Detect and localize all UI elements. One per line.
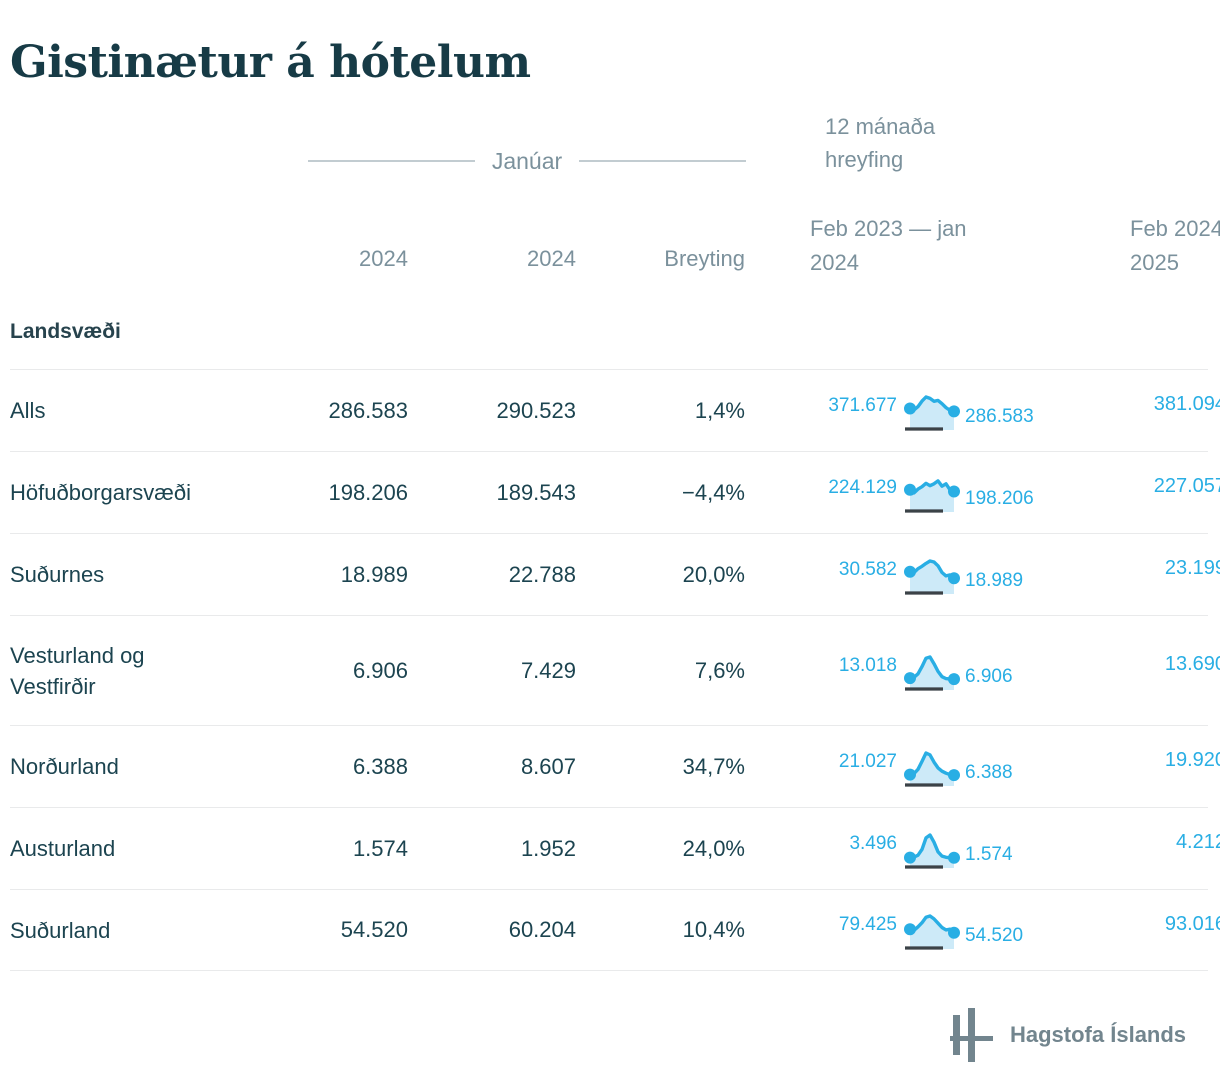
change-value: −4,4%	[682, 479, 745, 505]
col-header-year-a: 2024	[359, 246, 408, 271]
value-jan-a: 18.989	[340, 561, 408, 587]
table-row-nordurland: Norðurland 6.388 8.607 34,7% 21.027 6.38…	[10, 725, 1220, 807]
sparkline-start-label: 224.129	[828, 476, 897, 498]
value-jan-b: 7.429	[520, 657, 576, 683]
next-period-value: 227.057	[1153, 475, 1220, 497]
table-row-vesturland-vestfirdir: Vesturland og Vestfirðir 6.906 7.429 7,6…	[10, 615, 1220, 725]
sparkline-start-label: 30.582	[838, 558, 897, 580]
region-name: Suðurland	[10, 917, 111, 943]
table-row-sudurland: Suðurland 54.520 60.204 10,4% 79.425 54.…	[10, 889, 1220, 971]
regions-table: Alls 286.583 290.523 1,4% 371.677 286.58…	[10, 369, 1220, 971]
col-header-period-1: Feb 2023 — jan 2024	[810, 216, 967, 275]
sparkline-start-label: 13.018	[838, 654, 897, 676]
sparkline-cell: 30.582 18.989	[745, 552, 1077, 598]
next-period-value: 19.920	[1164, 749, 1220, 771]
table-row-alls: Alls 286.583 290.523 1,4% 371.677 286.58…	[10, 369, 1220, 451]
sparkline-start-label: 79.425	[838, 914, 897, 935]
value-jan-b: 22.788	[508, 561, 576, 587]
change-value: 1,4%	[694, 397, 745, 423]
sparkline-end-label: 1.574	[965, 843, 1013, 865]
sparkline-cell: 13.018 6.906	[745, 648, 1077, 694]
sparkline-end-label: 198.206	[965, 487, 1034, 509]
value-jan-b: 1.952	[520, 835, 576, 861]
col-header-year-b: 2024	[527, 246, 576, 271]
region-name: Vesturland og Vestfirðir	[10, 640, 240, 702]
value-jan-a: 6.388	[352, 753, 408, 779]
region-name: Suðurnes	[10, 562, 105, 587]
value-jan-a: 54.520	[340, 917, 408, 942]
sparkline-start-label: 3.496	[849, 832, 897, 854]
sparkline-end-label: 286.583	[965, 405, 1034, 427]
logo-text: Hagstofa Íslands	[1010, 1022, 1187, 1047]
col-header-breyting: Breyting	[664, 246, 745, 271]
sparkline-chart	[904, 394, 960, 431]
sparkline-start-label: 371.677	[828, 394, 897, 416]
table-row-sudurnes: Suðurnes 18.989 22.788 20,0% 30.582 18.9…	[10, 533, 1220, 615]
sparkline-chart	[904, 832, 960, 869]
value-jan-b: 189.543	[496, 479, 576, 505]
sparkline-cell: 371.677 286.583	[745, 388, 1077, 434]
next-period-value: 23.199	[1164, 557, 1220, 579]
hagstofa-logo-icon	[948, 1006, 994, 1064]
table-row-hofudborgarsvaedi: Höfuðborgarsvæði 198.206 189.543 −4,4% 2…	[10, 451, 1220, 533]
value-jan-b: 60.204	[508, 917, 576, 942]
value-jan-b: 8.607	[520, 753, 576, 779]
sparkline-chart	[904, 750, 960, 787]
next-period-value: 381.094	[1153, 393, 1220, 415]
sparkline-chart	[904, 654, 960, 691]
change-value: 10,4%	[682, 917, 745, 942]
region-name: Alls	[10, 398, 46, 423]
region-name: Austurland	[10, 836, 116, 861]
sparkline-chart	[904, 478, 960, 513]
movement-column-header: 12 mánaða hreyfing	[825, 114, 936, 172]
value-jan-a: 198.206	[328, 479, 408, 505]
sparkline-end-label: 6.906	[965, 665, 1013, 687]
sparkline-start-label: 21.027	[838, 750, 897, 772]
change-value: 20,0%	[682, 561, 745, 587]
month-span-line-right	[579, 160, 747, 162]
next-period-value: 4.212	[1175, 831, 1220, 853]
region-name: Höfuðborgarsvæði	[10, 480, 191, 505]
value-jan-a: 6.906	[352, 657, 408, 683]
sparkline-end-label: 18.989	[965, 569, 1024, 591]
month-span-label: Janúar	[491, 147, 563, 174]
month-span-line-left	[308, 160, 475, 162]
sparkline-cell: 79.425 54.520	[745, 907, 1077, 953]
region-name-line2: Vestfirðir	[10, 673, 96, 699]
next-period-value: 13.690	[1164, 653, 1220, 675]
sparkline-end-label: 6.388	[965, 761, 1013, 783]
change-value: 7,6%	[694, 657, 745, 683]
sparkline-cell: 21.027 6.388	[745, 744, 1077, 790]
sparkline-chart	[904, 914, 960, 950]
table-row-austurland: Austurland 1.574 1.952 24,0% 3.496 1.574…	[10, 807, 1220, 889]
change-value: 24,0%	[682, 835, 745, 861]
col-header-period-2: Feb 2024 — jan 2025	[1130, 216, 1220, 275]
sparkline-cell: 3.496 1.574	[745, 826, 1077, 872]
month-span-header: Janúar	[308, 146, 747, 176]
change-value: 34,7%	[682, 753, 745, 779]
footer: Hagstofa Íslands	[948, 1006, 1186, 1064]
sparkline-end-label: 54.520	[965, 925, 1024, 946]
next-period-value: 93.016	[1164, 912, 1220, 935]
sparkline-chart	[904, 558, 960, 595]
region-name: Norðurland	[10, 754, 119, 779]
value-jan-a: 1.574	[352, 835, 408, 861]
value-jan-a: 286.583	[328, 397, 408, 423]
page-title: Gistinætur á hótelum	[10, 37, 531, 89]
group-label-landsvaedi: Landsvæði	[10, 320, 121, 343]
sparkline-cell: 224.129 198.206	[745, 470, 1077, 516]
value-jan-b: 290.523	[496, 397, 576, 423]
